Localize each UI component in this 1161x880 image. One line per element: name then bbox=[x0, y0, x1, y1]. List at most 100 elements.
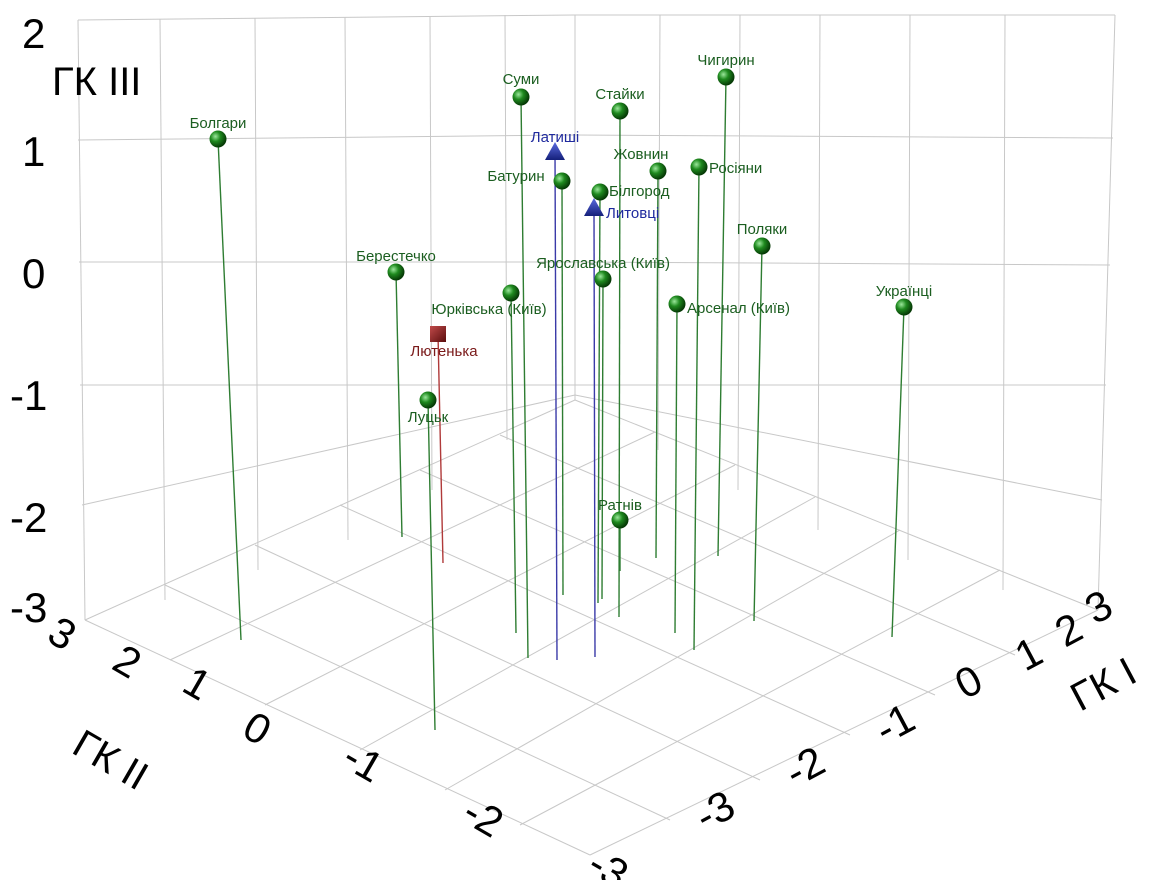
data-point: Болгари bbox=[190, 115, 247, 148]
triangle-marker bbox=[584, 198, 604, 216]
z-tick-label: 0 bbox=[22, 250, 45, 297]
point-stem bbox=[593, 208, 596, 658]
y-tick-label: -3 bbox=[581, 839, 637, 880]
data-point: Чигирин bbox=[697, 52, 755, 86]
point-stem bbox=[753, 245, 763, 622]
x-tick-label: 2 bbox=[1047, 603, 1090, 655]
sphere-marker bbox=[611, 511, 629, 529]
sphere-marker bbox=[611, 102, 629, 120]
z-tick-label: 1 bbox=[22, 128, 45, 175]
z-axis-title: ГК III bbox=[52, 60, 141, 104]
point-stem bbox=[554, 152, 558, 661]
data-point: Жовнин bbox=[614, 146, 669, 180]
point-label: Поляки bbox=[737, 221, 788, 238]
data-point: Батурин bbox=[487, 168, 571, 190]
data-point: Білгород bbox=[591, 183, 670, 201]
data-point: Юрківська (Київ) bbox=[431, 284, 547, 318]
triangle-marker bbox=[545, 142, 565, 160]
point-label: Суми bbox=[503, 71, 540, 88]
data-point: Арсенал (Київ) bbox=[668, 295, 790, 317]
point-label: Болгари bbox=[190, 115, 247, 132]
sphere-marker bbox=[512, 88, 530, 106]
sphere-marker bbox=[668, 295, 686, 313]
point-label: Луцьк bbox=[408, 409, 449, 426]
sphere-marker bbox=[553, 172, 571, 190]
y-axis-ticks: -3 -2 -1 0 1 2 3 bbox=[41, 607, 637, 880]
data-point: Ярославська (Київ) bbox=[536, 255, 670, 288]
data-point: Стайки bbox=[595, 86, 645, 120]
point-label: Берестечко bbox=[356, 248, 436, 265]
x-tick-label: 1 bbox=[1007, 627, 1050, 679]
point-stem bbox=[693, 166, 700, 651]
point-label: Арсенал (Київ) bbox=[687, 300, 790, 317]
grid bbox=[77, 14, 1116, 856]
y-axis-title: ГК II bbox=[66, 722, 156, 799]
x-axis-ticks: -3 -2 -1 0 1 2 3 bbox=[687, 580, 1120, 839]
sphere-marker bbox=[502, 284, 520, 302]
x-tick-label: 0 bbox=[947, 655, 990, 707]
sphere-marker bbox=[895, 298, 913, 316]
sphere-marker bbox=[717, 68, 735, 86]
data-point: Литовці bbox=[584, 198, 659, 222]
data-point: Берестечко bbox=[356, 248, 436, 281]
point-label: Ярославська (Київ) bbox=[536, 255, 670, 272]
z-axis-ticks: 2 1 0 -1 -2 -3 bbox=[10, 10, 47, 631]
z-tick-label: 2 bbox=[22, 10, 45, 57]
data-point: Українці bbox=[876, 283, 932, 316]
point-stem bbox=[395, 271, 403, 538]
sphere-marker bbox=[690, 158, 708, 176]
z-tick-label: -2 bbox=[10, 494, 47, 541]
point-label: Латиші bbox=[531, 129, 579, 146]
sphere-marker bbox=[591, 183, 609, 201]
x-tick-label: -1 bbox=[867, 694, 922, 753]
point-label: Жовнин bbox=[614, 146, 669, 163]
point-stem bbox=[601, 278, 604, 600]
x-tick-label: -3 bbox=[687, 781, 742, 840]
point-stem bbox=[217, 138, 242, 641]
sphere-marker bbox=[209, 130, 227, 148]
sphere-marker bbox=[419, 391, 437, 409]
point-label: Ратнів bbox=[598, 497, 642, 514]
point-stem bbox=[655, 170, 659, 559]
sphere-marker bbox=[594, 270, 612, 288]
x-axis-title: ГК I bbox=[1064, 650, 1144, 720]
data-points: Болгари Суми Стайки Чигирин Латиші Жовнин Росі… bbox=[190, 52, 932, 529]
point-label: Українці bbox=[876, 283, 932, 300]
point-label: Литовці bbox=[606, 205, 659, 222]
sphere-marker bbox=[387, 263, 405, 281]
point-stem bbox=[618, 110, 621, 618]
point-label: Батурин bbox=[487, 168, 544, 185]
stems bbox=[217, 76, 905, 731]
point-label: Білгород bbox=[609, 183, 670, 200]
point-stem bbox=[561, 180, 564, 596]
square-marker bbox=[430, 326, 446, 342]
y-tick-label: 2 bbox=[106, 635, 150, 687]
point-label: Чигирин bbox=[697, 52, 754, 69]
x-tick-label: -2 bbox=[777, 737, 832, 796]
point-stem bbox=[597, 191, 601, 604]
point-stem bbox=[437, 333, 444, 564]
z-tick-label: -3 bbox=[10, 584, 47, 631]
z-tick-label: -1 bbox=[10, 372, 47, 419]
point-stem bbox=[427, 399, 436, 731]
point-label: Стайки bbox=[595, 86, 644, 103]
point-stem bbox=[674, 303, 678, 634]
point-label: Росіяни bbox=[709, 160, 762, 177]
point-stem bbox=[510, 292, 517, 634]
point-label: Юрківська (Київ) bbox=[431, 301, 546, 318]
point-stem bbox=[520, 96, 529, 659]
data-point: Луцьк bbox=[408, 391, 449, 426]
data-point: Росіяни bbox=[690, 158, 762, 177]
point-stem bbox=[891, 306, 905, 638]
data-point: Латиші bbox=[531, 129, 579, 160]
data-point: Ратнів bbox=[598, 497, 642, 529]
point-label: Лютенька bbox=[410, 343, 478, 360]
y-tick-label: 0 bbox=[236, 702, 280, 754]
data-point: Поляки bbox=[737, 221, 788, 255]
data-point: Суми bbox=[503, 71, 540, 106]
sphere-marker bbox=[649, 162, 667, 180]
data-point: Лютенька bbox=[410, 326, 478, 360]
sphere-marker bbox=[753, 237, 771, 255]
x-tick-label: 3 bbox=[1077, 580, 1120, 632]
